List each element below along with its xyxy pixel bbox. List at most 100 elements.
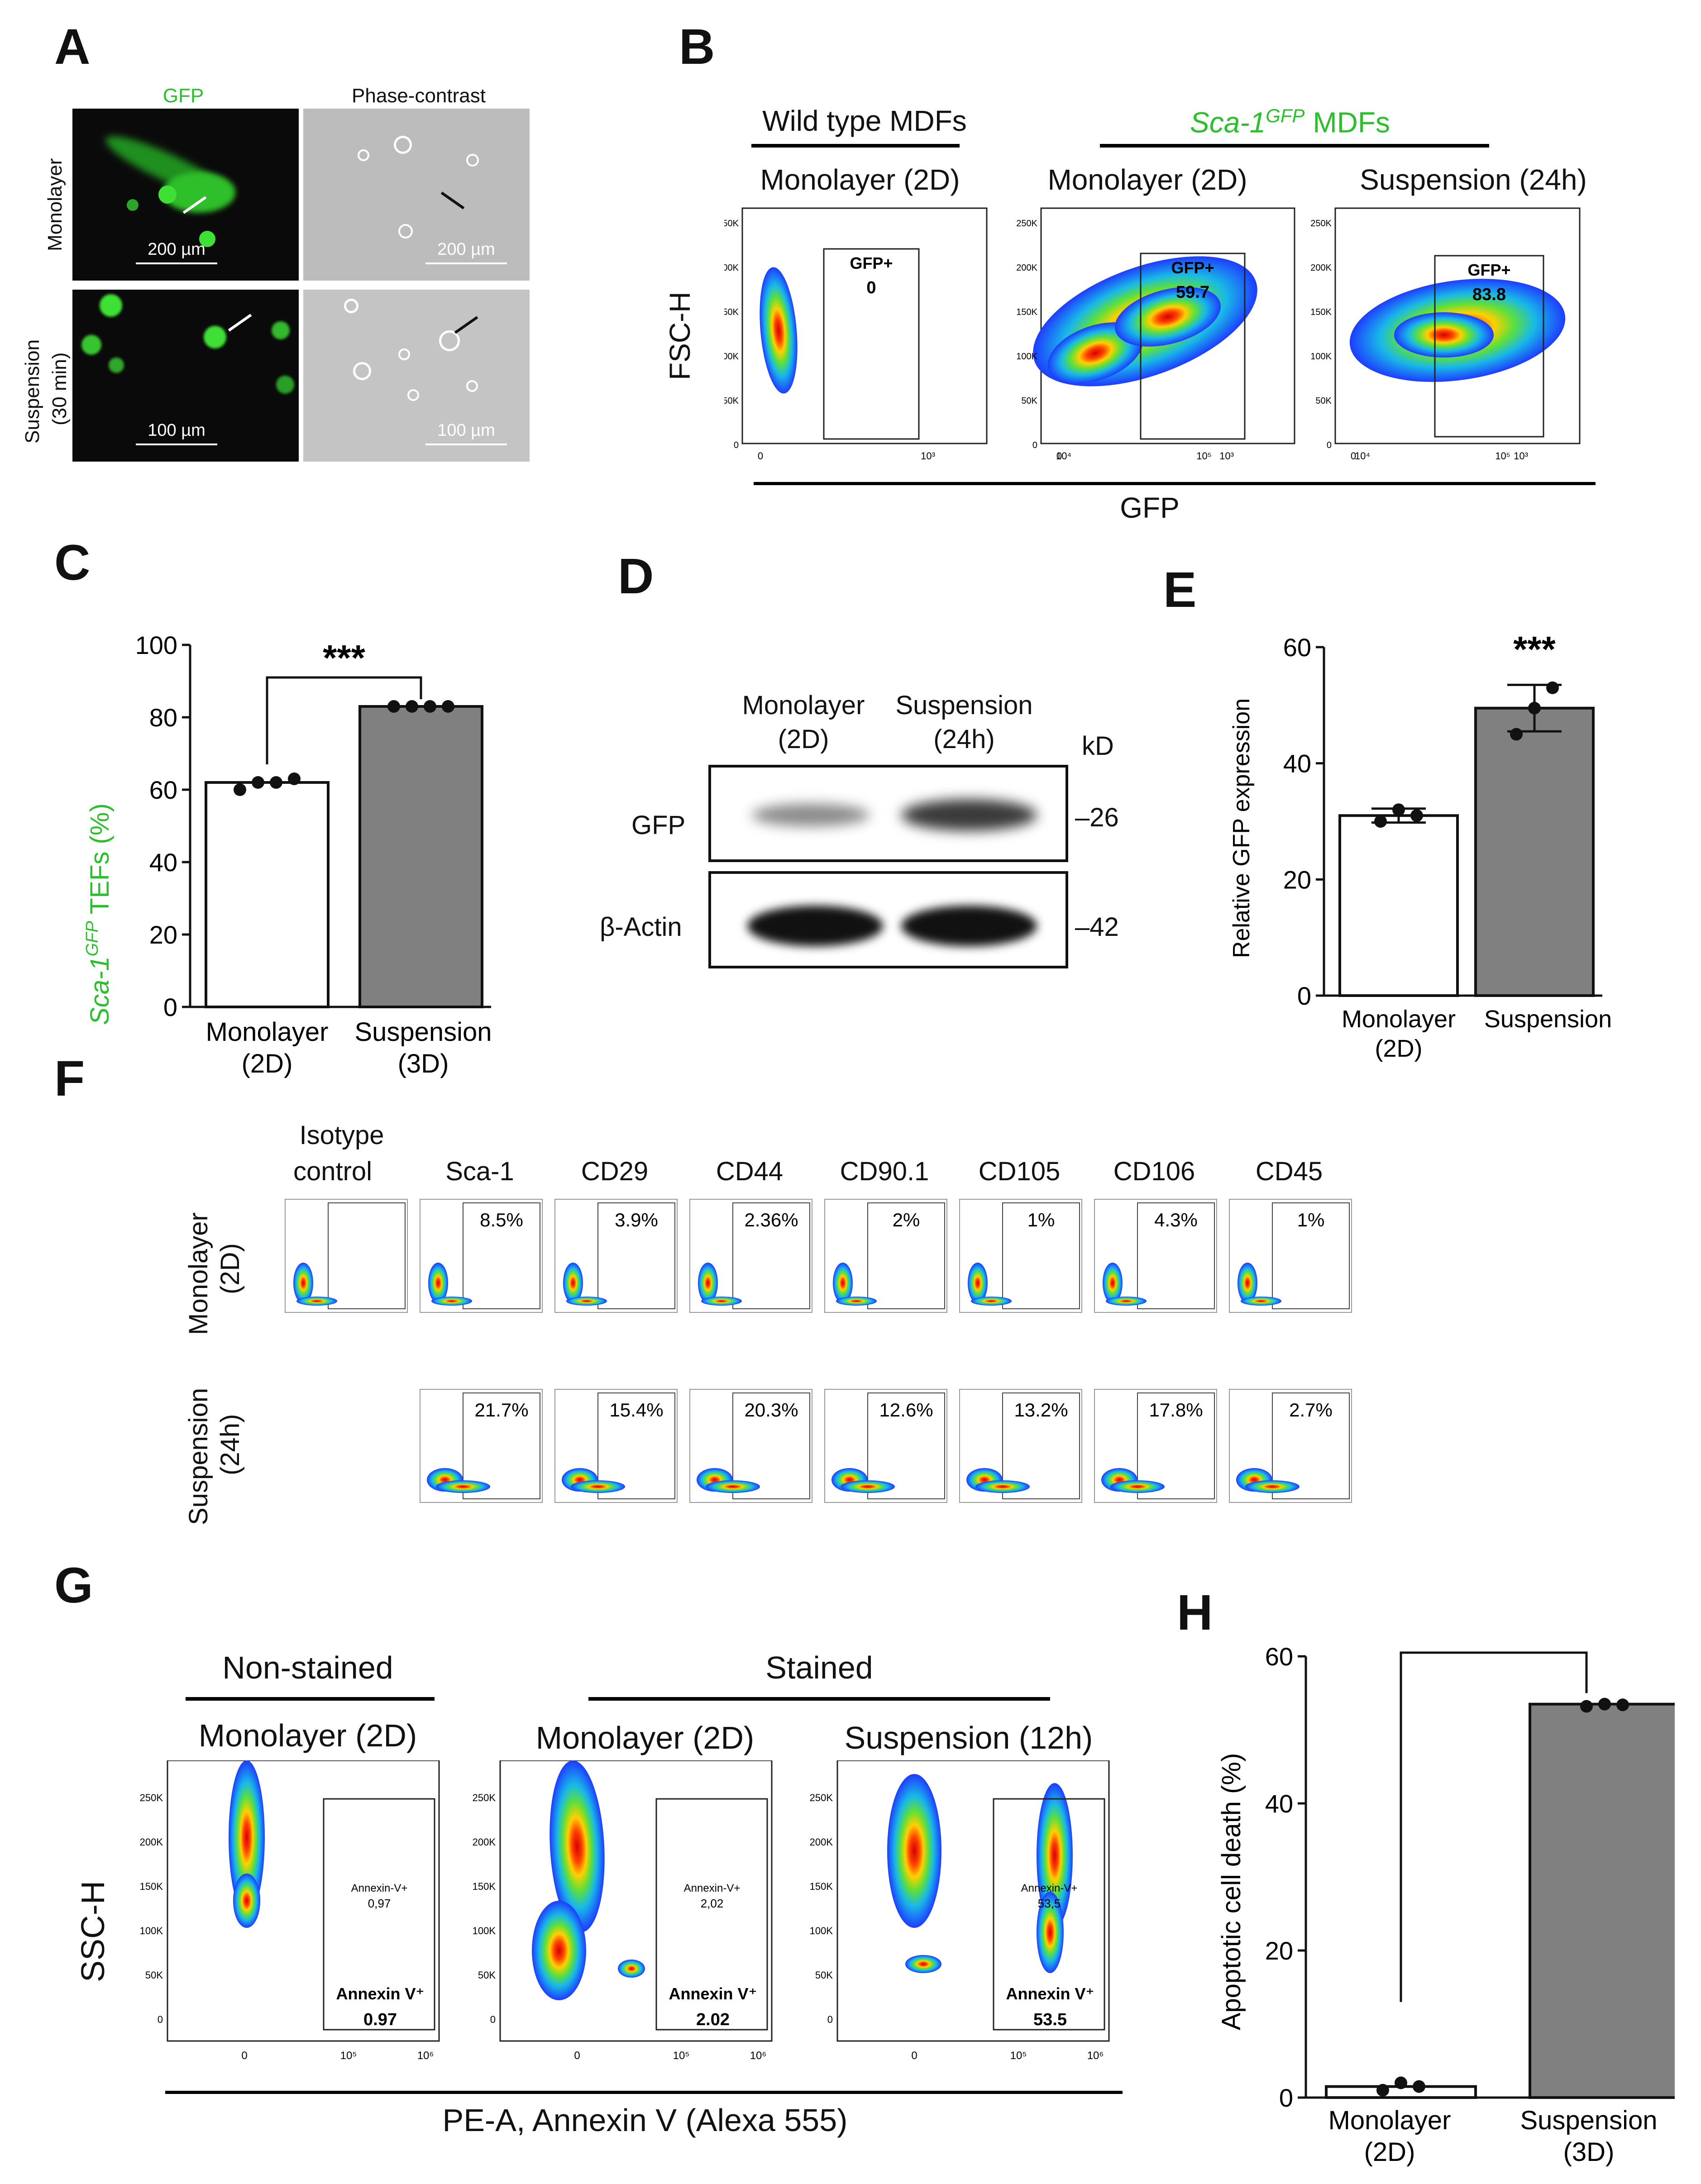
b-ytick: 0 xyxy=(734,440,739,450)
b-gate-name: GFP+ xyxy=(1171,258,1214,277)
h-cat1b: (2D) xyxy=(1364,2137,1415,2167)
h-cat1a: Monolayer xyxy=(1328,2106,1451,2135)
f-density-blob xyxy=(971,1297,1012,1306)
b-density-blob xyxy=(1115,287,1221,347)
g-density-blob xyxy=(549,1760,605,1932)
f-marker-label: CD45 xyxy=(1255,1157,1323,1186)
g-ytick: 50K xyxy=(815,1969,833,1981)
f-susp-plot: 21.7% xyxy=(420,1389,543,1503)
g-gate-name: Annexin V⁺ xyxy=(336,1984,424,2003)
panel-label-e: E xyxy=(1163,562,1197,618)
g-xtick: 10⁶ xyxy=(750,2050,767,2062)
f-density-blob xyxy=(975,1480,1030,1493)
g-group-nonstained: Non-stained xyxy=(222,1650,393,1685)
g-ytick: 50K xyxy=(478,1969,496,1981)
data-point xyxy=(1410,809,1423,822)
arrow-icon xyxy=(454,316,478,334)
data-point xyxy=(424,700,436,713)
f-isotype-plot xyxy=(285,1199,408,1313)
data-point xyxy=(406,700,418,713)
f-row1a: Monolayer xyxy=(184,1212,213,1335)
f-col-iso-a: Isotype xyxy=(299,1121,384,1150)
g-title-3: Suspension (12h) xyxy=(844,1720,1093,1755)
f-susp-plot: 13.2% xyxy=(959,1389,1082,1503)
g-title-1: Monolayer (2D) xyxy=(198,1718,417,1753)
c-sig-bracket xyxy=(266,676,422,764)
f-density-blob xyxy=(1241,1297,1281,1306)
b-ytick: 0 xyxy=(1032,440,1037,450)
y-tick-label: 20 xyxy=(149,920,177,949)
g-gate xyxy=(323,1798,435,2031)
b-xtick: 10⁴ xyxy=(1056,450,1071,462)
g-flow-plot: Annexin-V+ 0,97 Annexin V⁺ 0.97 250K 200K 150K… xyxy=(140,1760,440,2062)
d-col2b: (24h) xyxy=(933,725,995,754)
data-point xyxy=(1376,2084,1389,2097)
f-mono-plot: 2.36% xyxy=(689,1199,812,1313)
b-ytick: 150K xyxy=(1310,307,1332,317)
b-title-2: Monolayer (2D) xyxy=(1047,163,1247,196)
y-tick-label: 0 xyxy=(1279,2084,1293,2112)
scale-bar-label: 200 µm xyxy=(437,240,495,259)
b-ytick: 100K xyxy=(724,352,739,362)
f-density-blob xyxy=(1110,1480,1165,1493)
y-tick-label: 0 xyxy=(1297,982,1311,1010)
data-point xyxy=(1510,728,1523,741)
b-ytick: 100K xyxy=(1310,352,1332,362)
a-row-suspension: Suspension xyxy=(21,339,43,443)
d-blot-gfp xyxy=(708,765,1068,862)
f-density-blob xyxy=(563,1263,583,1303)
f-percentage: 21.7% xyxy=(474,1399,528,1421)
d-row-actin: β-Actin xyxy=(600,912,682,942)
g-density-blob xyxy=(229,1760,265,1914)
f-susp-plot: 2.7% xyxy=(1229,1389,1352,1503)
b-group-sca1gfp: Sca-1GFP MDFs xyxy=(1190,105,1390,139)
g-flow-plots: Annexin-V+ 0,97 Annexin V⁺ 0.97 250K 200K 150K… xyxy=(140,1760,1110,2062)
f-percentage: 15.4% xyxy=(609,1399,663,1421)
c-cat2a: Suspension xyxy=(354,1017,492,1047)
panel-label-a: A xyxy=(54,19,91,75)
arrow-icon xyxy=(440,191,465,210)
f-marker-label: CD29 xyxy=(581,1157,649,1186)
bar-1 xyxy=(205,781,330,1008)
f-marker-label: CD106 xyxy=(1113,1157,1195,1186)
f-density-blob xyxy=(968,1263,988,1303)
a-col-phase: Phase-contrast xyxy=(352,85,486,107)
g-density-blob xyxy=(905,1955,941,1973)
b-xtick: 0 xyxy=(1351,450,1356,462)
e-ylabel: Relative GFP expression xyxy=(1228,698,1255,958)
f-density-blob xyxy=(566,1297,607,1306)
b-flow-plots: GFP+ 0 250K 200K 150K 100K 50K 0 0 10³ 10⁴ 10⁵ GFP+ 5… xyxy=(724,207,1581,462)
f-percentage: 4.3% xyxy=(1154,1209,1198,1230)
b-ytick: 50K xyxy=(1315,396,1332,406)
data-point xyxy=(1546,681,1559,694)
b-gate xyxy=(823,248,920,440)
f-mono-plot: 4.3% xyxy=(1094,1199,1217,1313)
g-gate-small-value: 2,02 xyxy=(701,1897,724,1910)
f-gate xyxy=(732,1202,810,1309)
f-percentage: 8.5% xyxy=(480,1209,523,1230)
h-ylabel: Apoptotic cell death (%) xyxy=(1217,1753,1246,2031)
f-density-blob xyxy=(833,1263,853,1303)
f-row2b: (24h) xyxy=(215,1414,245,1475)
f-percentage: 2.7% xyxy=(1289,1399,1333,1421)
g-title-2: Monolayer (2D) xyxy=(535,1720,755,1755)
g-gate xyxy=(993,1798,1105,2031)
f-gate xyxy=(867,1392,945,1499)
f-percentage: 12.6% xyxy=(879,1399,933,1421)
h-sig-bracket xyxy=(1400,1651,1588,2002)
g-ytick: 200K xyxy=(473,1836,496,1848)
y-tick-label: 20 xyxy=(1265,1936,1293,1965)
data-point xyxy=(1395,2076,1407,2089)
d-row-gfp: GFP xyxy=(631,811,686,840)
b-title-1: Monolayer (2D) xyxy=(760,163,960,196)
b-xtick: 10⁵ xyxy=(1495,450,1510,462)
panel-label-h: H xyxy=(1177,1585,1213,1640)
g-density-blob xyxy=(618,1960,645,1978)
f-density-blob xyxy=(698,1263,718,1303)
f-density-blob xyxy=(428,1263,448,1303)
g-flow-plot: Annexin-V+ 53,5 Annexin V⁺ 53.5 250K 200K 150K… xyxy=(810,1760,1110,2062)
y-tick-label: 100 xyxy=(135,631,177,659)
b-density-blob xyxy=(1394,312,1494,358)
b-gate-value: 0 xyxy=(866,278,876,297)
b-flow-plot: GFP+ 59.7 250K 200K 150K 100K 50K 0 0 10³ 10⁴ 10⁵ xyxy=(1016,207,1510,462)
